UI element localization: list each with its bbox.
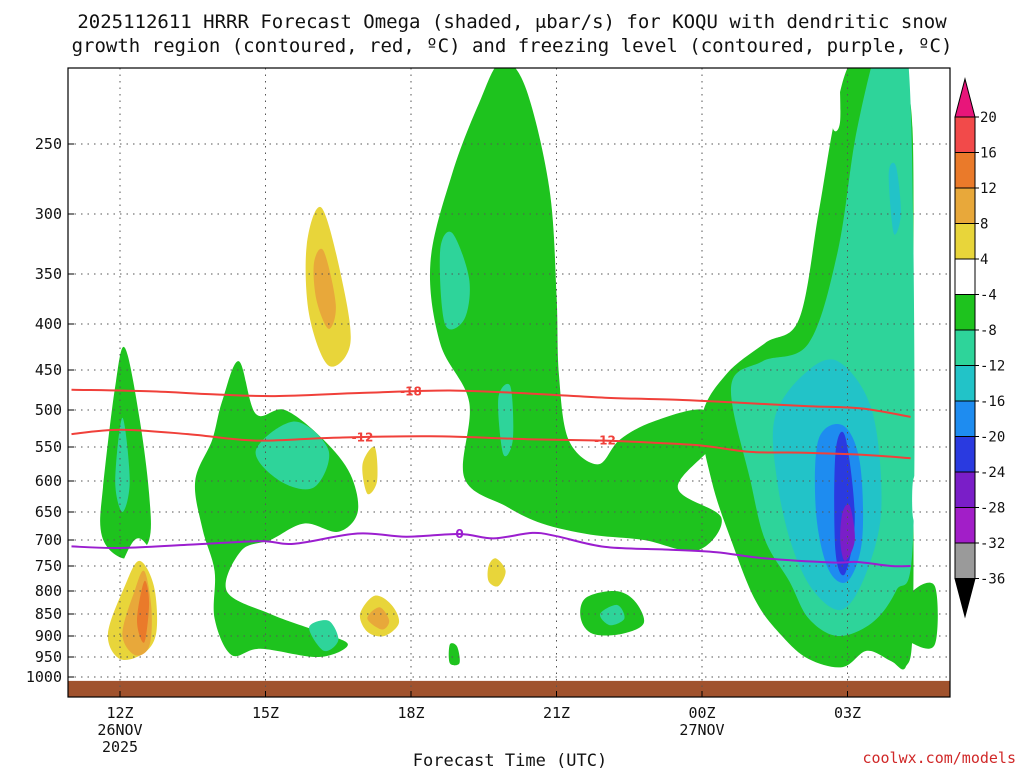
ground-band	[68, 680, 950, 697]
y-tick-label: 800	[35, 582, 62, 600]
y-tick-label: 600	[35, 472, 62, 490]
omega-region-g5h	[888, 162, 901, 235]
grid	[68, 68, 950, 697]
colorbar-label: -20	[980, 430, 1005, 446]
y-tick-label: 850	[35, 605, 62, 623]
x-tick-date: 26NOV	[97, 721, 142, 739]
omega-region-y1	[116, 68, 203, 152]
x-tick-date: 27NOV	[679, 721, 724, 739]
colorbar-bin	[954, 187, 976, 224]
omega-region-o6	[487, 558, 506, 587]
contour-minus18	[71, 388, 911, 418]
colorbar-bin	[954, 436, 976, 473]
x-tick-year: 2025	[102, 738, 138, 756]
colorbar-label: 4	[980, 252, 988, 268]
credit-text: coolwx.com/models	[862, 749, 1016, 767]
omega-region-g2c	[309, 620, 339, 652]
colorbar-bin	[954, 294, 976, 331]
colorbar-bin	[954, 365, 976, 402]
omega-region-g7	[448, 643, 460, 666]
y-tick-label: 350	[35, 265, 62, 283]
chart-title-line1: 2025112611 HRRR Forecast Omega (shaded, …	[77, 11, 947, 33]
y-tick-label: 650	[35, 503, 62, 521]
colorbar-label: -28	[980, 501, 1005, 517]
y-tick-label: 500	[35, 401, 62, 419]
y-tick-label: 450	[35, 361, 62, 379]
omega-region-y9	[912, 471, 922, 527]
y-tick-label: 750	[35, 557, 62, 575]
colorbar-bin	[954, 542, 976, 579]
colorbar-bin	[954, 329, 976, 366]
colorbar-label: 12	[980, 181, 997, 197]
colorbar-bin	[954, 258, 976, 295]
ground-fill	[68, 680, 950, 697]
colorbar-bin	[954, 400, 976, 437]
y-tick-label: 400	[35, 315, 62, 333]
omega-region-y3	[291, 111, 422, 507]
omega-shading	[91, 68, 938, 670]
contour-label-zero: 0	[455, 527, 463, 541]
colorbar-label: -8	[980, 323, 997, 339]
colorbar-label: -16	[980, 394, 1005, 410]
x-axis-label: Forecast Time (UTC)	[413, 751, 607, 768]
colorbar-bin	[954, 116, 976, 153]
contour-minus12	[71, 428, 911, 460]
omega-region-rr2	[137, 580, 150, 643]
omega-region-g5f	[840, 504, 855, 561]
colorbar-bin	[954, 152, 976, 189]
y-tick-label: 700	[35, 531, 62, 549]
plot-frame	[67, 67, 951, 698]
colorbar-bin	[954, 507, 976, 544]
y-tick-label: 250	[35, 135, 62, 153]
colorbar-label: 16	[980, 146, 997, 162]
y-tick-label: 900	[35, 627, 62, 645]
colorbar-label: -4	[980, 288, 997, 304]
x-tick-label: 18Z	[397, 704, 424, 722]
colorbar-bin	[954, 471, 976, 508]
omega-region-y4	[286, 565, 310, 574]
colorbar-label: -24	[980, 465, 1005, 481]
x-tick-label: 03Z	[834, 704, 861, 722]
colorbar: 20 16 12 8 4 -4 -8 -12 -16 -20 -24 -28 -32 -36	[954, 77, 1005, 619]
omega-region-g4b	[599, 604, 625, 626]
colorbar-label: 8	[980, 217, 988, 233]
x-tick-label: 21Z	[543, 704, 570, 722]
omega-region-r3	[313, 248, 336, 329]
axis-ticks: 250 300 350 400 450 500 550 600 650 700 750 800 850 9…	[26, 135, 861, 756]
omega-region-y7	[696, 626, 761, 660]
colorbar-bin	[954, 223, 976, 260]
colorbar-label: -32	[980, 536, 1005, 552]
y-tick-label: 550	[35, 438, 62, 456]
x-tick-label: 15Z	[252, 704, 279, 722]
colorbar-label: 20	[980, 110, 997, 126]
colorbar-label: -12	[980, 359, 1005, 375]
contour-zero	[71, 531, 911, 568]
contour-label-minus18: -18	[400, 385, 422, 399]
omega-region-o3b	[362, 446, 378, 495]
y-tick-label: 1000	[26, 668, 62, 686]
omega-region-g1b	[115, 417, 130, 512]
omega-region-y8	[830, 68, 841, 132]
colorbar-cap-bottom	[954, 578, 976, 619]
omega-region-r5	[367, 607, 390, 630]
contour-label-minus12: -12	[352, 430, 374, 444]
y-tick-label: 950	[35, 648, 62, 666]
chart-title-line2: growth region (contoured, red, ºC) and f…	[72, 35, 953, 57]
contour-label-minus12b: -12	[594, 434, 616, 448]
omega-region-g6	[898, 582, 938, 649]
x-tick-label: 00Z	[688, 704, 715, 722]
colorbar-label: -36	[980, 572, 1005, 588]
contour-lines: -18 -12 -12 0	[71, 385, 911, 568]
omega-region-g3b	[439, 231, 470, 330]
y-tick-label: 300	[35, 205, 62, 223]
x-tick-label: 12Z	[106, 704, 133, 722]
